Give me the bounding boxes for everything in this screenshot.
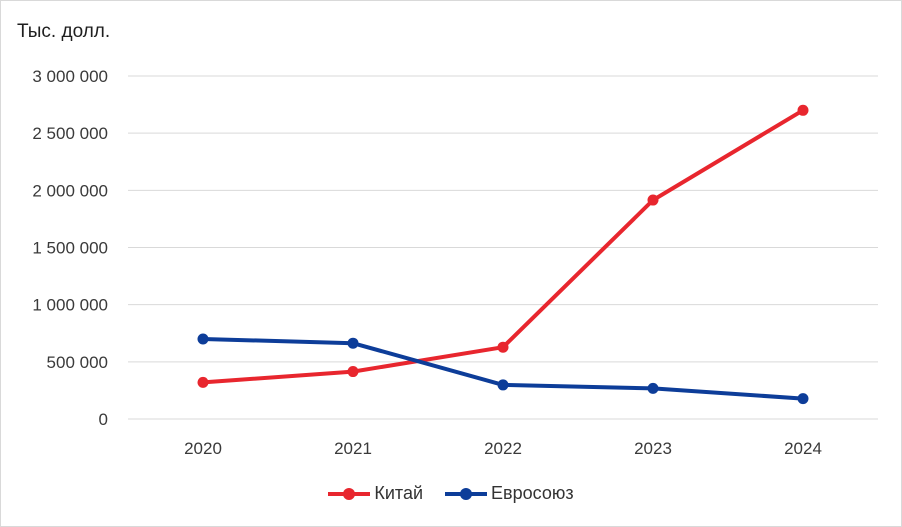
y-tick-label: 2 000 000 — [32, 181, 108, 200]
legend-swatch — [328, 486, 371, 502]
data-point — [797, 104, 809, 116]
legend-item: Евросоюз — [445, 483, 574, 504]
data-point — [647, 194, 659, 206]
x-tick-label: 2020 — [184, 439, 222, 458]
x-tick-label: 2023 — [634, 439, 672, 458]
y-tick-label: 1 000 000 — [32, 296, 108, 315]
x-tick-label: 2022 — [484, 439, 522, 458]
legend-marker — [460, 487, 473, 500]
legend-label: Китай — [374, 483, 424, 503]
data-point — [647, 382, 659, 394]
y-tick-label: 1 500 000 — [32, 239, 108, 258]
legend-label: Евросоюз — [491, 483, 574, 503]
data-point — [347, 337, 359, 349]
data-point — [347, 366, 359, 378]
data-point — [797, 393, 809, 405]
x-tick-label: 2021 — [334, 439, 372, 458]
legend-item: Китай — [328, 483, 423, 504]
y-axis-unit-label: Тыс. долл. — [17, 21, 111, 42]
data-point — [197, 376, 209, 388]
data-point — [197, 333, 209, 345]
data-point — [497, 341, 509, 353]
y-tick-label: 3 000 000 — [32, 67, 108, 86]
y-tick-label: 500 000 — [47, 353, 108, 372]
data-point — [497, 379, 509, 391]
x-tick-label: 2024 — [784, 439, 822, 458]
legend-swatch — [445, 486, 488, 502]
y-tick-label: 0 — [99, 410, 108, 429]
legend-marker — [343, 487, 356, 500]
y-tick-label: 2 500 000 — [32, 124, 108, 143]
chart-legend: Китай Евросоюз — [1, 483, 901, 504]
